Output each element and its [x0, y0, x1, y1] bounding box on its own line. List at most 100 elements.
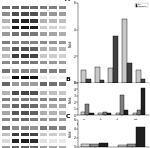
Bar: [86, 79, 91, 83]
Bar: [12, 6, 19, 9]
Bar: [141, 88, 145, 115]
Bar: [2, 61, 10, 64]
Y-axis label: Fold: Fold: [69, 95, 73, 103]
Bar: [12, 61, 19, 64]
Bar: [40, 26, 47, 29]
Bar: [133, 114, 137, 115]
Bar: [12, 104, 19, 108]
Bar: [30, 91, 38, 95]
Bar: [40, 98, 47, 101]
Y-axis label: Fold: Fold: [69, 39, 73, 47]
Bar: [49, 61, 57, 64]
Bar: [40, 61, 47, 64]
Bar: [12, 32, 19, 36]
Bar: [2, 12, 10, 16]
Bar: [12, 69, 19, 73]
Bar: [2, 6, 10, 9]
Bar: [21, 61, 28, 64]
Y-axis label: Fold: Fold: [69, 130, 73, 137]
Bar: [40, 6, 47, 9]
Bar: [40, 104, 47, 108]
Bar: [49, 118, 57, 121]
Bar: [40, 133, 47, 136]
Bar: [49, 54, 57, 58]
Bar: [81, 144, 90, 147]
Bar: [30, 146, 38, 148]
Bar: [136, 70, 141, 83]
Bar: [21, 69, 28, 73]
Bar: [49, 76, 57, 79]
Bar: [58, 12, 66, 16]
Bar: [21, 139, 28, 143]
Bar: [2, 146, 10, 148]
Bar: [12, 98, 19, 101]
Bar: [58, 6, 66, 9]
Bar: [49, 69, 57, 73]
Bar: [21, 118, 28, 121]
Bar: [124, 110, 128, 115]
Bar: [2, 54, 10, 58]
Bar: [49, 133, 57, 136]
Bar: [30, 19, 38, 23]
Bar: [58, 82, 66, 86]
Bar: [12, 91, 19, 95]
Bar: [49, 91, 57, 95]
Bar: [100, 80, 104, 83]
Bar: [40, 32, 47, 36]
Bar: [58, 41, 66, 44]
Bar: [12, 118, 19, 121]
Bar: [49, 47, 57, 51]
Bar: [2, 118, 10, 121]
Bar: [21, 91, 28, 95]
Bar: [2, 104, 10, 108]
Bar: [21, 26, 28, 29]
Bar: [30, 6, 38, 9]
Bar: [49, 111, 57, 115]
Bar: [21, 82, 28, 86]
Bar: [21, 133, 28, 136]
Bar: [21, 98, 28, 101]
Bar: [58, 91, 66, 95]
Bar: [30, 76, 38, 79]
Bar: [12, 47, 19, 51]
Bar: [30, 104, 38, 108]
Bar: [58, 47, 66, 51]
Bar: [2, 126, 10, 130]
Bar: [58, 111, 66, 115]
Bar: [2, 139, 10, 143]
Bar: [30, 61, 38, 64]
Bar: [12, 111, 19, 115]
Bar: [30, 26, 38, 29]
Bar: [58, 139, 66, 143]
Bar: [2, 32, 10, 36]
Bar: [30, 126, 38, 130]
Bar: [2, 26, 10, 29]
Bar: [21, 32, 28, 36]
Bar: [12, 54, 19, 58]
Bar: [107, 113, 111, 115]
Bar: [40, 12, 47, 16]
Bar: [40, 19, 47, 23]
Bar: [30, 69, 38, 73]
Bar: [85, 104, 89, 115]
Bar: [58, 26, 66, 29]
Bar: [113, 36, 118, 83]
Bar: [116, 113, 120, 115]
Bar: [21, 47, 28, 51]
Bar: [30, 41, 38, 44]
Bar: [2, 19, 10, 23]
Bar: [12, 146, 19, 148]
Bar: [12, 133, 19, 136]
Bar: [40, 111, 47, 115]
Bar: [99, 143, 108, 147]
Bar: [30, 12, 38, 16]
Bar: [40, 54, 47, 58]
Bar: [30, 111, 38, 115]
Bar: [58, 133, 66, 136]
Bar: [30, 98, 38, 101]
Text: A: A: [65, 0, 70, 2]
Bar: [12, 126, 19, 130]
Text: C: C: [65, 114, 70, 119]
Bar: [40, 76, 47, 79]
Bar: [12, 26, 19, 29]
